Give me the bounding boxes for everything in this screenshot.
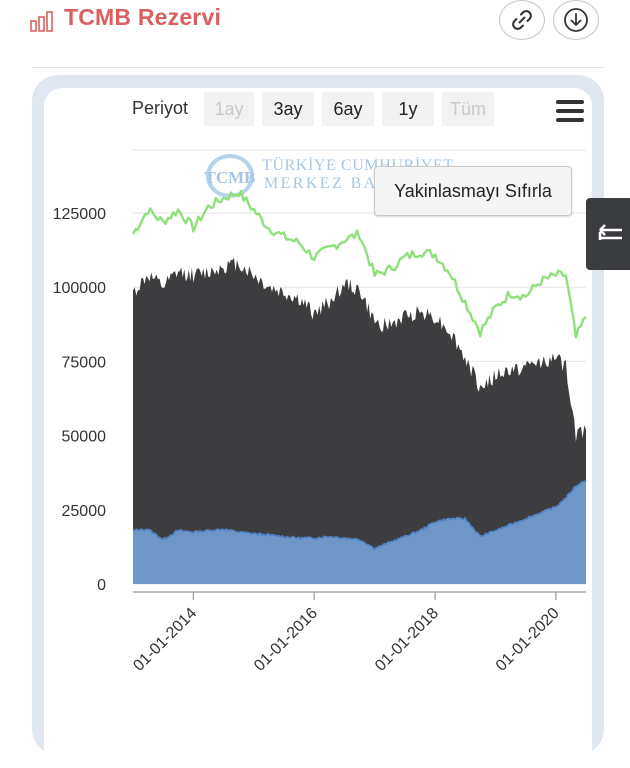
page-title: TCMB Rezervi	[64, 4, 222, 30]
range-button-tum[interactable]: Tüm	[442, 92, 494, 126]
x-tick-label-3: 01-01-2020	[493, 605, 563, 675]
y-tick-label-3: 75000	[62, 354, 107, 371]
y-tick-label-1: 25000	[62, 503, 107, 520]
collapse-arrow-icon	[598, 224, 622, 240]
watermark-logo-text: TCMB	[205, 168, 256, 187]
x-tick-label-2: 01-01-2018	[372, 605, 442, 675]
y-axis: 0 25000 50000 75000 100000 125000	[53, 206, 106, 594]
side-panel-toggle[interactable]	[586, 198, 630, 270]
download-button[interactable]	[553, 0, 599, 40]
y-tick-label-0: 0	[97, 577, 106, 594]
series-layer	[131, 189, 587, 584]
reserve-chart: TCMB TÜRKİYE CUMHURİYET MERKEZ BANKASI 0…	[53, 149, 587, 675]
blue-series-area	[133, 480, 586, 584]
y-tick-label-2: 50000	[62, 429, 107, 446]
share-link-button[interactable]	[499, 0, 545, 40]
y-tick-label-5: 125000	[53, 206, 106, 223]
green-series-line	[131, 189, 587, 339]
reset-zoom-button[interactable]: Yakinlasmayı Sıfırla	[374, 166, 572, 216]
header-divider	[32, 67, 604, 68]
range-button-1y[interactable]: 1y	[382, 92, 434, 126]
dark-series-area	[133, 257, 586, 584]
range-button-3ay[interactable]: 3ay	[262, 92, 314, 126]
bar-chart-icon	[30, 11, 53, 32]
hamburger-icon[interactable]	[556, 100, 584, 122]
periyot-label: Periyot	[132, 98, 189, 118]
range-button-6ay[interactable]: 6ay	[322, 92, 374, 126]
link-icon	[512, 10, 532, 30]
range-button-1ay[interactable]: 1ay	[204, 92, 254, 126]
download-icon	[564, 8, 588, 32]
x-tick-label-0: 01-01-2014	[130, 605, 200, 675]
blue-series-line	[132, 479, 587, 551]
x-axis: 01-01-2014 01-01-2016 01-01-2018 01-01-2020	[130, 591, 586, 675]
y-tick-label-4: 100000	[53, 280, 106, 297]
header: TCMB Rezervi	[0, 0, 630, 68]
x-tick-label-1: 01-01-2016	[251, 605, 321, 675]
